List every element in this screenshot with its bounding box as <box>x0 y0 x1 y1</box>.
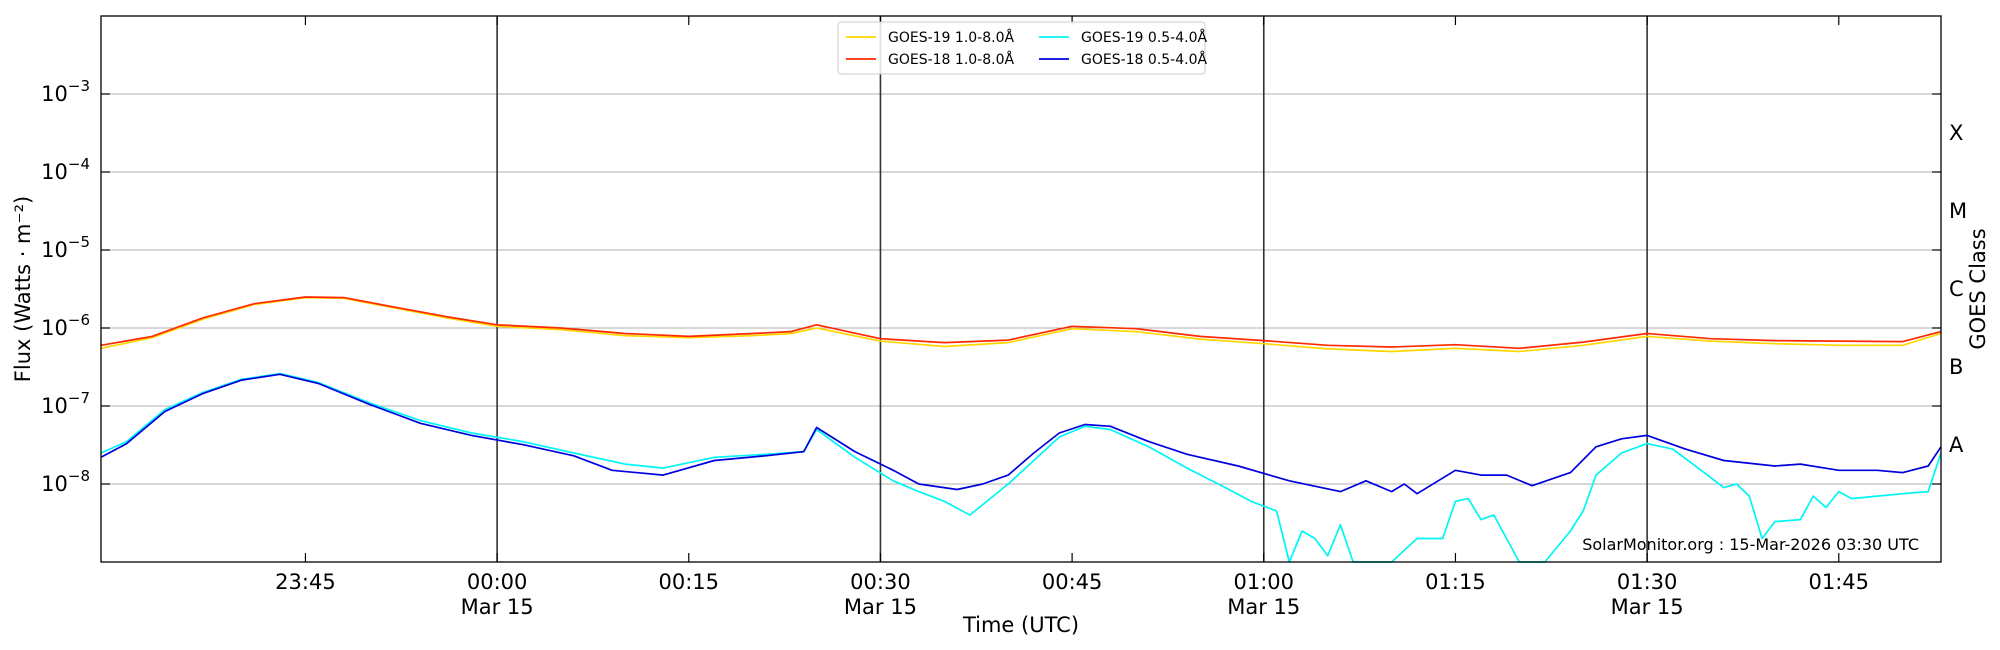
legend-label: GOES-18 0.5-4.0Å <box>1081 51 1207 68</box>
goes-class-axis-label: GOES Class <box>1966 228 1990 349</box>
x-tick-label: 01:45 <box>1809 570 1870 594</box>
series-line <box>100 372 1942 563</box>
x-axis-label: Time (UTC) <box>962 613 1079 637</box>
goes-class-label: C <box>1949 277 1964 301</box>
x-tick-label: 00:45 <box>1042 570 1103 594</box>
source-annotation: SolarMonitor.org : 15-Mar-2026 03:30 UTC <box>1582 535 1919 554</box>
legend-label: GOES-19 1.0-8.0Å <box>888 29 1014 46</box>
x-tick-label: 01:15 <box>1425 570 1486 594</box>
goes-class-label: X <box>1949 121 1963 145</box>
x-tick-label: 00:15 <box>659 570 720 594</box>
x-tick-date-label: Mar 15 <box>844 595 917 619</box>
series-line <box>100 373 1942 495</box>
grid-layer <box>101 93 1941 485</box>
plot-frame <box>100 15 1942 563</box>
legend-label: GOES-19 0.5-4.0Å <box>1081 29 1207 46</box>
x-tick-label: 00:30 <box>850 570 911 594</box>
x-tick-label: 01:30 <box>1617 570 1678 594</box>
x-tick-label: 23:45 <box>275 570 336 594</box>
x-tick-date-label: Mar 15 <box>461 595 534 619</box>
goes-class-label: A <box>1949 433 1964 457</box>
vline-layer <box>496 16 1648 562</box>
goes-class-label: B <box>1949 355 1963 379</box>
y-tick-exponent: −7 <box>68 389 90 407</box>
series-line <box>100 296 1942 350</box>
x-tick-date-label: Mar 15 <box>1227 595 1300 619</box>
y-tick-exponent: −4 <box>68 155 90 173</box>
y-tick-label: 10−7 <box>41 389 90 418</box>
x-tick-label: 00:00 <box>467 570 528 594</box>
y-tick-label: 10−4 <box>41 155 90 184</box>
series-line <box>100 296 1942 353</box>
y-tick-exponent: −5 <box>68 233 90 251</box>
x-tick-date-label: Mar 15 <box>1611 595 1684 619</box>
y-tick-exponent: −8 <box>68 467 90 485</box>
x-tick-label: 01:00 <box>1234 570 1295 594</box>
goes-class-label: M <box>1949 199 1967 223</box>
y-tick-exponent: −3 <box>68 77 90 95</box>
series-layer <box>100 296 1942 563</box>
legend: GOES-19 1.0-8.0Å GOES-18 1.0-8.0Å GOES-19 … <box>837 21 1207 75</box>
goes-class-labels: A B C M X <box>1949 121 1967 457</box>
y-tick-label: 10−5 <box>41 233 90 262</box>
y-tick-label: 10−8 <box>41 467 90 496</box>
y-tick-label: 10−3 <box>41 77 90 106</box>
y-axis-ticks: 10−8 10−7 10−6 10−5 10−4 10−3 <box>41 77 1941 496</box>
legend-box <box>837 21 1206 75</box>
legend-label: GOES-18 1.0-8.0Å <box>888 51 1014 68</box>
y-tick-exponent: −6 <box>68 311 90 329</box>
y-axis-label: Flux (Watts · m⁻²) <box>11 196 35 382</box>
y-tick-label: 10−6 <box>41 311 90 340</box>
